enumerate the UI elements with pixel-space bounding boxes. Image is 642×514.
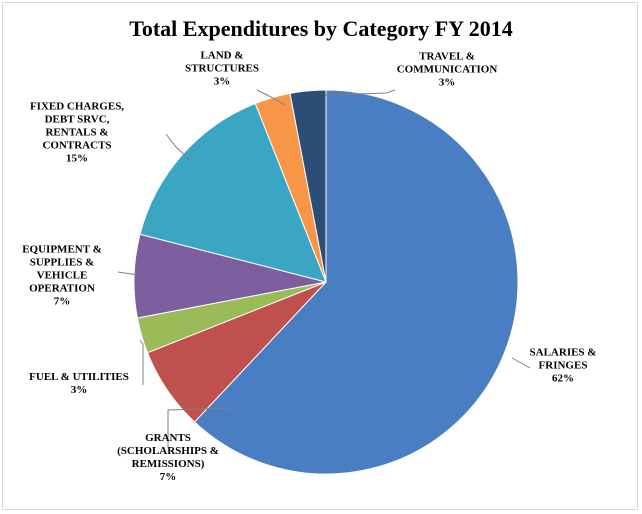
- data-label-2: FUEL & UTILITIES 3%: [29, 371, 129, 396]
- pie-slice-4: [139, 102, 327, 283]
- leader-line-2: [139, 339, 144, 385]
- pie-slices: [133, 89, 519, 475]
- data-label-5: LAND & STRUCTURES 3%: [185, 50, 259, 88]
- pie-slice-0: [193, 89, 519, 475]
- leader-line-3: [117, 271, 139, 276]
- leader-line-4: [165, 133, 191, 161]
- pie-slice-6: [289, 89, 327, 283]
- data-label-6: TRAVEL & COMMUNICATION 3%: [397, 51, 498, 89]
- data-label-1: GRANTS (SCHOLARSHIPS & REMISSIONS) 7%: [117, 432, 219, 483]
- data-label-3: EQUIPMENT & SUPPLIES & VEHICLE OPERATION 7%: [22, 244, 102, 308]
- chart-title: Total Expenditures by Category FY 2014: [129, 16, 513, 41]
- leader-line-0: [511, 357, 531, 369]
- data-label-4: FIXED CHARGES, DEBT SRVC, RENTALS & CONTRAC…: [30, 101, 124, 165]
- leader-line-6: [324, 89, 396, 96]
- data-label-0: SALARIES & FRINGES 62%: [530, 347, 597, 385]
- leader-line-1: [167, 407, 233, 447]
- leader-line-5: [256, 89, 286, 106]
